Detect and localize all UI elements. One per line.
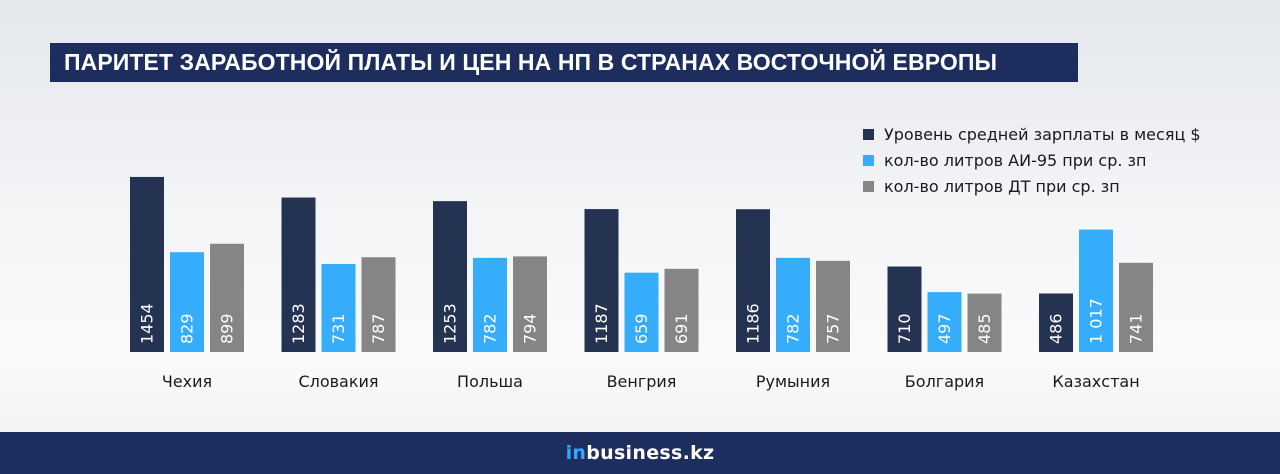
data-label-ai95-4: 782 xyxy=(784,313,803,344)
category-label-2: Польша xyxy=(457,372,523,391)
bar-ai95-3 xyxy=(624,272,659,352)
legend-item-dt: кол-во литров ДТ при ср. зп xyxy=(863,173,1201,199)
legend: Уровень средней зарплаты в месяц $ кол-в… xyxy=(863,121,1201,199)
data-label-dt-3: 691 xyxy=(672,313,691,344)
data-label-ai95-1: 731 xyxy=(329,313,348,344)
legend-item-salary: Уровень средней зарплаты в месяц $ xyxy=(863,121,1201,147)
data-label-salary-5: 710 xyxy=(895,313,914,344)
bar-chart: 1454 829 899 Чехия 1283 731 787 Словакия 1253 782… xyxy=(130,176,1153,391)
data-label-dt-4: 757 xyxy=(824,313,843,344)
data-label-salary-2: 1253 xyxy=(441,303,460,344)
bar-ai95-5 xyxy=(927,292,962,352)
data-label-ai95-0: 829 xyxy=(178,313,197,344)
data-label-salary-3: 1187 xyxy=(592,303,611,344)
bar-salary-2 xyxy=(433,201,467,352)
bar-salary-4 xyxy=(736,209,770,352)
data-label-ai95-3: 659 xyxy=(632,313,651,344)
bar-salary-5 xyxy=(887,266,922,352)
legend-item-ai95: кол-во литров АИ-95 при ср. зп xyxy=(863,147,1201,173)
bar-salary-6 xyxy=(1039,293,1073,352)
footer-bar: inbusiness.kz xyxy=(0,432,1280,474)
data-label-salary-1: 1283 xyxy=(289,303,308,344)
data-label-dt-6: 741 xyxy=(1127,313,1146,344)
category-label-6: Казахстан xyxy=(1052,372,1139,391)
data-label-salary-0: 1454 xyxy=(138,303,157,344)
legend-label-dt: кол-во литров ДТ при ср. зп xyxy=(884,176,1120,196)
bar-dt-6 xyxy=(1119,262,1153,352)
data-label-ai95-2: 782 xyxy=(481,313,500,344)
bar-salary-0 xyxy=(130,176,164,352)
bar-salary-3 xyxy=(584,209,619,352)
category-label-1: Словакия xyxy=(298,372,378,391)
category-label-0: Чехия xyxy=(162,372,212,391)
category-label-5: Болгария xyxy=(905,372,984,391)
bar-ai95-0 xyxy=(170,252,204,352)
legend-swatch-dt xyxy=(863,180,874,192)
bar-dt-4 xyxy=(816,260,850,352)
data-label-dt-2: 794 xyxy=(521,313,540,344)
bar-dt-3 xyxy=(664,268,699,352)
legend-swatch-ai95 xyxy=(863,154,874,166)
legend-swatch-salary xyxy=(863,128,874,140)
bar-ai95-4 xyxy=(776,257,810,352)
bar-ai95-1 xyxy=(321,263,356,352)
legend-label-salary: Уровень средней зарплаты в месяц $ xyxy=(884,124,1201,144)
bar-dt-1 xyxy=(361,257,396,352)
category-label-4: Румыния xyxy=(756,372,830,391)
bar-ai95-2 xyxy=(473,257,507,352)
bar-dt-0 xyxy=(210,243,244,352)
category-label-3: Венгрия xyxy=(607,372,677,391)
bar-dt-5 xyxy=(967,293,1002,352)
data-label-ai95-5: 497 xyxy=(935,313,954,344)
data-label-dt-1: 787 xyxy=(369,313,388,344)
legend-label-ai95: кол-во литров АИ-95 при ср. зп xyxy=(884,150,1147,170)
data-label-dt-0: 899 xyxy=(218,313,237,344)
data-label-dt-5: 485 xyxy=(975,313,994,344)
chart-title: ПАРИТЕТ ЗАРАБОТНОЙ ПЛАТЫ И ЦЕН НА НП В С… xyxy=(50,43,1078,82)
bar-dt-2 xyxy=(513,256,547,352)
site-logo[interactable]: inbusiness.kz xyxy=(565,442,715,464)
data-label-ai95-6: 1 017 xyxy=(1087,298,1106,344)
data-label-salary-4: 1186 xyxy=(744,303,763,344)
bar-ai95-6 xyxy=(1079,229,1113,352)
bar-salary-1 xyxy=(281,197,316,352)
data-label-salary-6: 486 xyxy=(1047,313,1066,344)
